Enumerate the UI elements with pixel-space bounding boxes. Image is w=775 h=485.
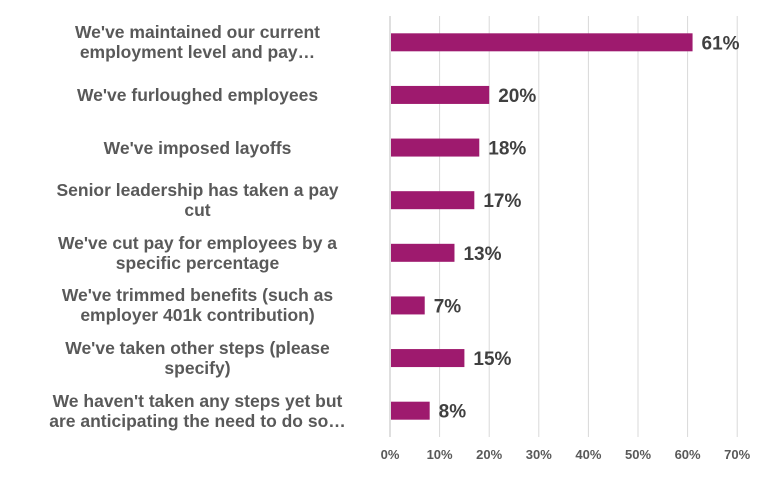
- category-label: We've trimmed benefits (such as employer …: [10, 285, 385, 325]
- data-label: 13%: [463, 244, 501, 265]
- gridlines: [389, 16, 738, 437]
- x-tick-label: 30%: [526, 447, 552, 462]
- category-label-line: employment level and pay…: [79, 42, 316, 63]
- data-label: 15%: [473, 349, 511, 370]
- category-label-line: specify): [164, 358, 231, 379]
- category-label-line: We've trimmed benefits (such as: [61, 285, 334, 306]
- x-tick-label: 70%: [724, 447, 750, 462]
- category-label-line: We've taken other steps (please: [65, 338, 330, 359]
- category-label: We've furloughed employees: [10, 85, 385, 105]
- data-label: 8%: [439, 402, 467, 423]
- category-label-line: We've maintained our current: [74, 22, 320, 43]
- data-label: 61%: [702, 33, 740, 54]
- bar: [391, 349, 465, 368]
- x-tick-label: 10%: [427, 447, 453, 462]
- data-label: 18%: [488, 139, 526, 160]
- data-label: 7%: [434, 296, 462, 317]
- x-tick-label: 50%: [625, 447, 651, 462]
- bar: [391, 401, 430, 420]
- bar: [391, 138, 480, 157]
- category-label-line: We've furloughed employees: [76, 84, 319, 105]
- category-label-line: specific percentage: [115, 252, 280, 273]
- data-labels: 61% 20% 18% 17% 13% 7% 15% 8%: [434, 33, 740, 422]
- category-label-line: We've imposed layoffs: [103, 137, 292, 158]
- category-label-line: cut: [184, 200, 211, 221]
- category-label: We've imposed layoffs: [10, 138, 385, 158]
- category-label: We haven't taken any steps yet but are an…: [10, 391, 385, 431]
- category-label-line: We haven't taken any steps yet but: [52, 390, 343, 411]
- x-tick-label: 20%: [476, 447, 502, 462]
- x-tick-label: 40%: [575, 447, 601, 462]
- bar: [391, 191, 475, 210]
- bar: [391, 85, 490, 104]
- bar: [391, 33, 693, 52]
- x-axis-ticks: 0% 10% 20% 30% 40% 50% 60% 70%: [381, 447, 751, 462]
- category-label-line: employer 401k contribution): [80, 305, 315, 326]
- x-tick-label: 60%: [675, 447, 701, 462]
- x-tick-label: 0%: [381, 447, 400, 462]
- category-label: We've maintained our current employment l…: [10, 22, 385, 62]
- bars: [391, 33, 693, 420]
- data-label: 20%: [498, 86, 536, 107]
- category-label-line: We've cut pay for employees by a: [57, 232, 338, 253]
- category-label: Senior leadership has taken a pay cut: [10, 180, 385, 220]
- category-label-line: are anticipating the need to do so…: [49, 410, 346, 431]
- bar: [391, 296, 425, 315]
- category-label: We've cut pay for employees by a specific…: [10, 233, 385, 273]
- bar: [391, 243, 455, 262]
- data-label: 17%: [483, 191, 521, 212]
- category-label-line: Senior leadership has taken a pay: [56, 180, 339, 201]
- category-label: We've taken other steps (please specify): [10, 338, 385, 378]
